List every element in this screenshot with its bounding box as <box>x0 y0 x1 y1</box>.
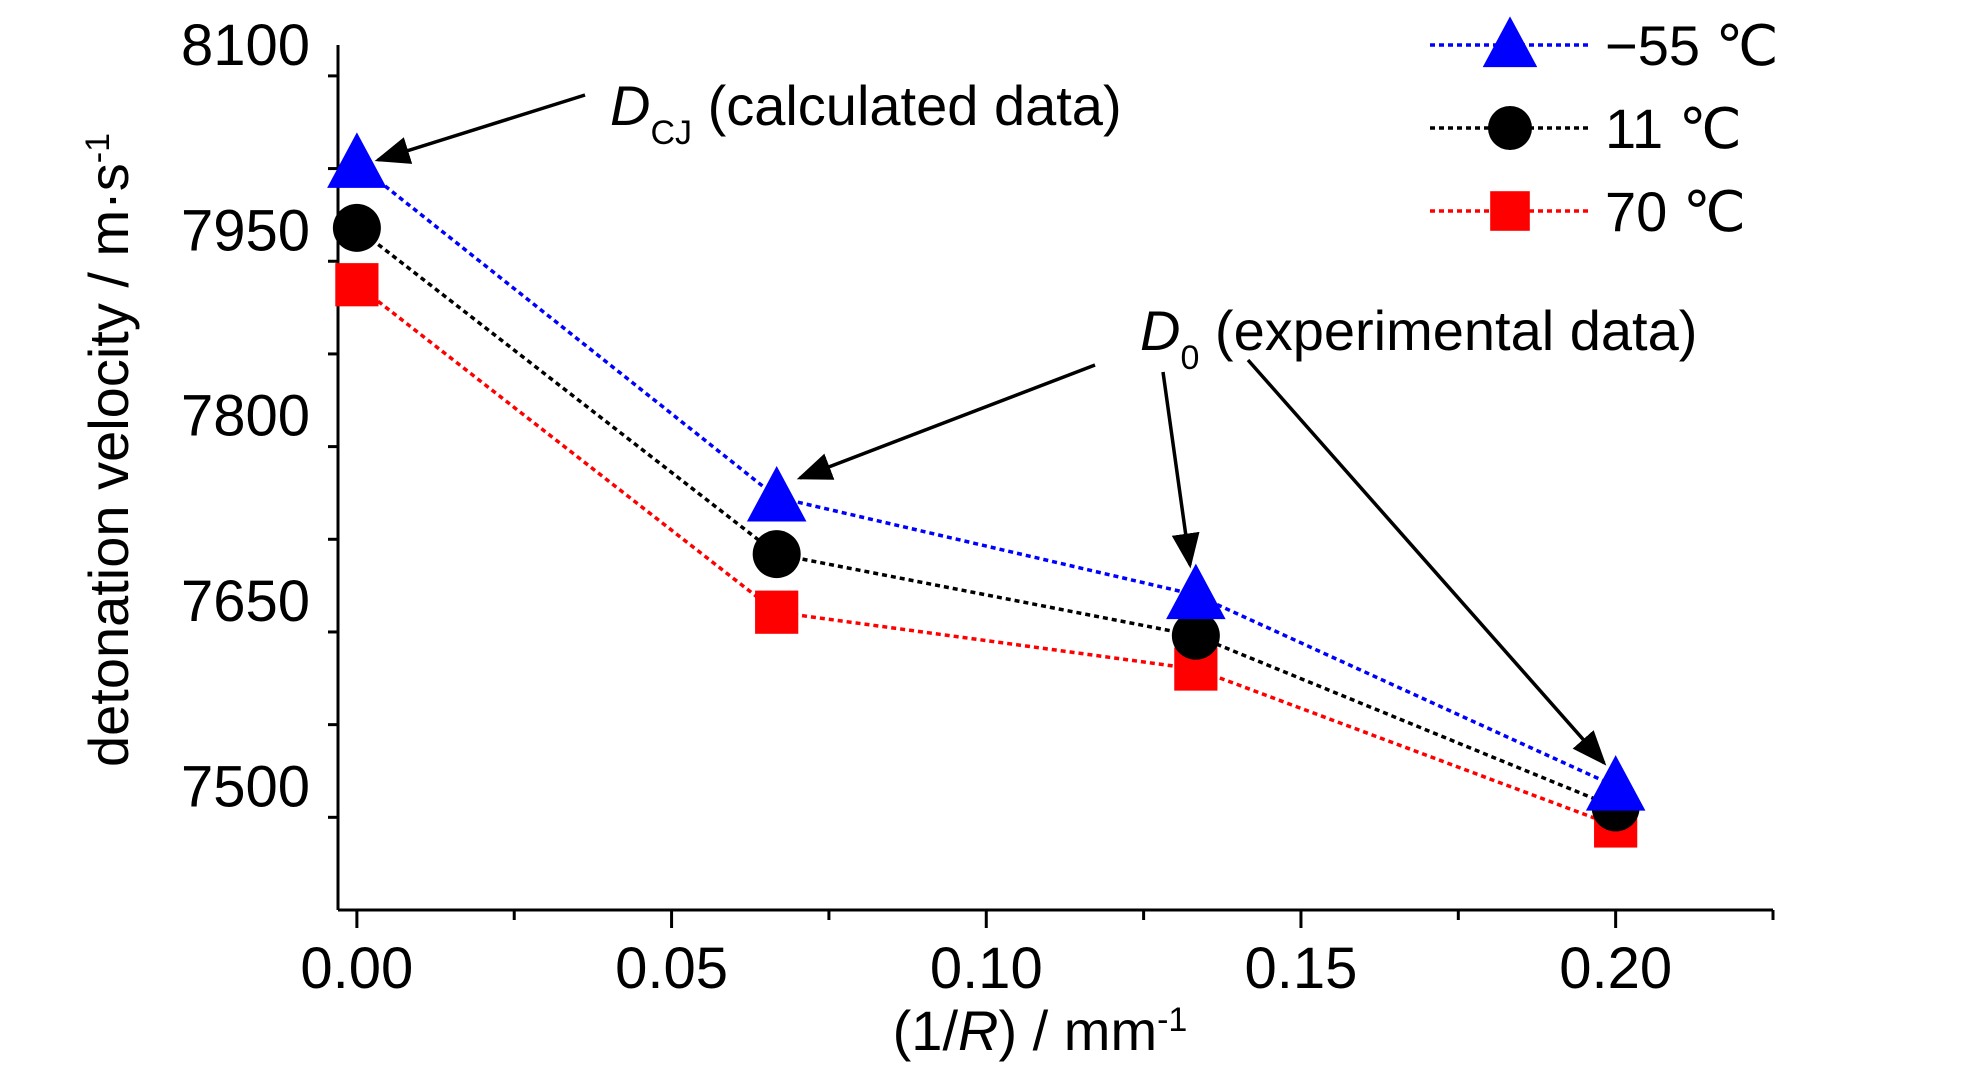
y-axis-title-text: detonation velocity / m·s <box>77 163 140 767</box>
annotation-dcj-symbol: D <box>610 74 650 137</box>
y-axis-title-sup: -1 <box>79 133 117 163</box>
legend-label: −55 ℃ <box>1605 14 1778 77</box>
data-point <box>752 530 801 579</box>
legend-item: 70 ℃ <box>1430 180 1746 243</box>
y-axis-title: detonation velocity / m·s-1 <box>77 133 140 767</box>
legend-marker <box>1488 106 1532 150</box>
annotation-dcj-text: (calculated data) <box>692 74 1122 137</box>
data-point <box>327 132 387 188</box>
annotation-dcj-sub: CJ <box>650 114 692 152</box>
data-point <box>746 466 807 522</box>
annotation-d0-symbol: D <box>1140 299 1180 362</box>
data-point <box>1585 755 1646 811</box>
x-axis-title-suffix: ) / mm <box>998 999 1157 1062</box>
annotation-d0-arrow-2 <box>1161 371 1200 569</box>
x-tick-label: 0.00 <box>300 936 413 1001</box>
data-point <box>335 263 379 307</box>
annotation-d0-text: (experimental data) <box>1199 299 1697 362</box>
y-tick-label: 7650 <box>181 569 310 634</box>
x-tick-label: 0.15 <box>1245 936 1358 1001</box>
legend-marker <box>1490 191 1530 231</box>
series-line <box>355 283 1617 828</box>
axes <box>336 45 1773 912</box>
legend: −55 ℃ 11 ℃ 70 ℃ <box>1430 14 1778 243</box>
annotation-dcj: DCJ (calculated data) <box>374 74 1122 164</box>
data-point <box>1171 611 1220 660</box>
annotation-d0-sub: 0 <box>1180 339 1199 377</box>
legend-item: 11 ℃ <box>1430 97 1742 160</box>
annotation-dcj-label: DCJ (calculated data) <box>610 74 1122 152</box>
data-point <box>1166 563 1226 620</box>
x-tick-label: 0.20 <box>1559 936 1672 1001</box>
x-tick-label: 0.10 <box>930 936 1043 1001</box>
y-tick-label: 8100 <box>181 13 310 78</box>
y-tick-label: 7800 <box>181 384 310 449</box>
legend-label: 11 ℃ <box>1605 97 1742 160</box>
x-tick-label: 0.05 <box>615 936 728 1001</box>
annotation-d0-label: D0 (experimental data) <box>1140 299 1697 377</box>
x-axis-title-prefix: (1/ <box>893 999 959 1062</box>
annotation-d0-arrow-3 <box>1246 358 1607 766</box>
series-layer <box>327 132 1646 848</box>
y-tick-label: 7500 <box>181 754 310 819</box>
legend-item: −55 ℃ <box>1430 14 1778 77</box>
series-line <box>355 162 1617 789</box>
annotation-d0-arrow-1 <box>796 363 1096 480</box>
annotation-dcj-arrow <box>374 93 586 164</box>
series-line <box>355 226 1617 810</box>
x-axis-title-sup: -1 <box>1157 1001 1187 1039</box>
x-axis-title-italic: R <box>958 999 998 1062</box>
x-axis-title: (1/R) / mm-1 <box>893 999 1188 1062</box>
legend-label: 70 ℃ <box>1605 180 1746 243</box>
ticks: 7500 7650 7800 7950 8100 0.00 0.05 0.10 0.15 0.20 <box>181 13 1775 1001</box>
y-tick-label: 7950 <box>181 198 310 263</box>
series-triangle <box>327 132 1646 811</box>
data-point <box>332 203 381 252</box>
data-point <box>755 590 799 634</box>
legend-marker <box>1482 16 1538 68</box>
annotation-d0: D0 (experimental data) <box>796 299 1697 766</box>
